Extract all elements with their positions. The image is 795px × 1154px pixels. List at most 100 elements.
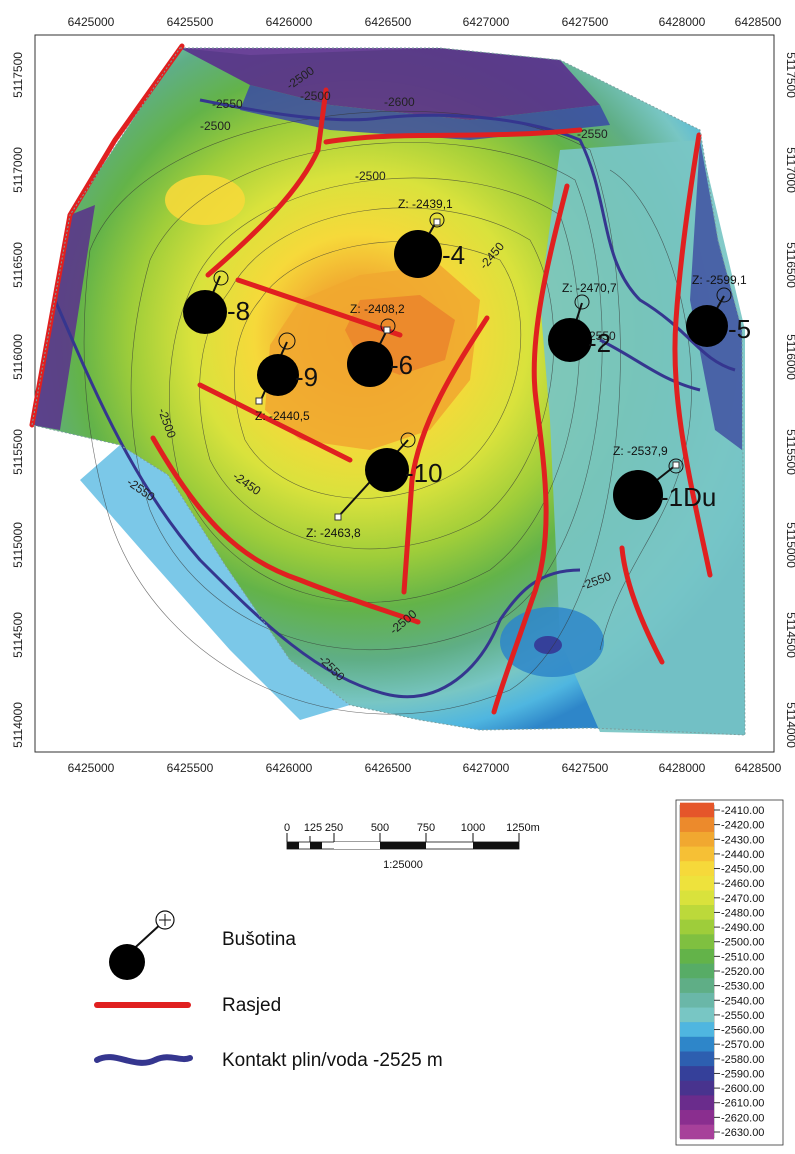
contact-line-east xyxy=(599,338,701,392)
y-tick-label: 5116500 xyxy=(784,242,795,288)
well-z-label: Z: -2599,1 xyxy=(692,273,747,287)
southeast-low-core xyxy=(534,636,562,654)
well-top-icon xyxy=(213,270,229,286)
y-tick-label: 5114500 xyxy=(11,612,25,658)
scale-tick-label: 0 xyxy=(284,822,290,834)
fault-central-east xyxy=(401,315,490,595)
contour-label: -2550 xyxy=(212,97,243,111)
well-9[interactable]: -9 Z: -2440,5 xyxy=(255,332,318,423)
well-label: -10 xyxy=(405,458,443,488)
colorbar-swatch xyxy=(680,905,714,920)
fault-west xyxy=(29,43,185,428)
well-top-icon xyxy=(278,332,296,350)
x-tick-label: 6427500 xyxy=(562,761,609,775)
colorbar-swatch xyxy=(680,890,714,906)
east-deep-zone xyxy=(690,140,742,450)
northwest-high xyxy=(165,175,245,225)
southwest-fringe xyxy=(80,445,350,720)
y-tick-label: 5116000 xyxy=(784,334,795,380)
y-tick-label: 5116000 xyxy=(11,334,25,380)
fault-northwest xyxy=(205,87,329,278)
y-tick-label: 5117000 xyxy=(784,147,795,193)
legend-well: Bušotina xyxy=(109,910,296,980)
colorbar-label: -2580.00 xyxy=(721,1054,764,1066)
colorbar-label: -2510.00 xyxy=(721,951,764,963)
colorbar-swatch xyxy=(680,1051,714,1067)
fault-southeast xyxy=(619,545,665,665)
well-z-label: Z: -2408,2 xyxy=(350,302,405,316)
y-tick-label: 5116500 xyxy=(11,242,25,288)
colorbar-label: -2560.00 xyxy=(721,1025,764,1037)
well-label: -2 xyxy=(588,328,611,358)
well-10[interactable]: -10 Z: -2463,8 xyxy=(306,432,443,540)
scale-tick-label: 750 xyxy=(417,822,435,834)
fault-lines xyxy=(29,43,713,715)
colorbar-label: -2460.00 xyxy=(721,878,764,890)
x-tick-label: 6425500 xyxy=(167,761,214,775)
fault-far-east xyxy=(672,132,713,578)
legend-well-label: Bušotina xyxy=(222,929,296,950)
well-top-icon xyxy=(668,458,684,474)
fault-north xyxy=(323,127,583,145)
well-1du[interactable]: -1Du Z: -2537,9 xyxy=(613,444,716,520)
well-marker xyxy=(365,448,409,492)
scale-segment xyxy=(380,842,426,849)
well-4[interactable]: -4 Z: -2439,1 xyxy=(394,197,465,278)
colorbar-labels: -2410.00 -2420.00 -2430.00 -2440.00 -2450.00… xyxy=(680,802,764,1140)
x-axis-top: 6425000 6425500 6426000 6426500 6427000 … xyxy=(68,15,782,29)
colorbar-label: -2540.00 xyxy=(721,995,764,1007)
well-marker xyxy=(548,318,592,362)
colorbar-label: -2610.00 xyxy=(721,1098,764,1110)
well-symbol xyxy=(109,944,145,980)
scale-bar: 0 125 250 500 750 1000 1250m 1:25000 xyxy=(284,822,540,871)
colorbar-swatch xyxy=(680,1095,714,1111)
colorbar-label: -2630.00 xyxy=(721,1127,764,1139)
colorbar-swatch xyxy=(680,949,714,964)
x-tick-label: 6425000 xyxy=(68,15,115,29)
well-6[interactable]: -6 Z: -2408,2 xyxy=(347,302,413,387)
colorbar-swatch xyxy=(680,992,714,1008)
colorbar-label: -2520.00 xyxy=(721,966,764,978)
x-tick-label: 6427000 xyxy=(463,761,510,775)
x-tick-label: 6425000 xyxy=(68,761,115,775)
contour-label: -2600 xyxy=(384,95,415,109)
well-label: -1Du xyxy=(660,482,716,512)
legend-fault-label: Rasjed xyxy=(222,995,281,1016)
x-tick-label: 6428000 xyxy=(659,761,706,775)
colorbar-label: -2550.00 xyxy=(721,1010,764,1022)
scale-segment xyxy=(287,842,299,849)
colorbar-swatch xyxy=(680,978,714,993)
colorbar-swatch xyxy=(680,875,714,891)
scale-tick-label: 1250m xyxy=(506,822,540,834)
colorbar-label: -2480.00 xyxy=(721,907,764,919)
well-marker xyxy=(394,230,442,278)
well-bottom-marker xyxy=(383,326,391,334)
x-tick-label: 6426500 xyxy=(365,761,412,775)
y-tick-label: 5115000 xyxy=(11,522,25,568)
well-marker xyxy=(183,290,227,334)
well-2[interactable]: -2 Z: -2470,7 xyxy=(548,281,617,362)
contour-label: -2550 xyxy=(577,127,608,141)
colorbar-swatch xyxy=(680,1124,714,1140)
scale-segment xyxy=(310,842,322,849)
y-tick-label: 5115500 xyxy=(784,429,795,475)
well-bottom-marker xyxy=(334,513,342,521)
x-tick-label: 6426000 xyxy=(266,15,313,29)
north-deep-zone xyxy=(180,48,600,120)
fault-east-main xyxy=(491,183,570,715)
colorbar-label: -2470.00 xyxy=(721,893,764,905)
well-5[interactable]: -5 Z: -2599,1 xyxy=(686,273,751,347)
x-tick-label: 6427500 xyxy=(562,15,609,29)
legend: Bušotina Rasjed Kontakt plin/voda -2525 … xyxy=(94,910,443,1071)
x-tick-label: 6428500 xyxy=(735,15,782,29)
x-axis-bottom: 6425000 6425500 6426000 6426500 6427000 … xyxy=(68,761,782,775)
well-bottom-marker xyxy=(255,397,263,405)
well-top-icon xyxy=(400,432,416,448)
colorbar-label: -2410.00 xyxy=(721,805,764,817)
y-tick-label: 5114500 xyxy=(784,612,795,658)
legend-contact: Kontakt plin/voda -2525 m xyxy=(94,1050,443,1071)
well-8[interactable]: -8 xyxy=(183,270,250,334)
well-marker xyxy=(347,341,393,387)
colorbar-swatch xyxy=(680,1110,714,1125)
legend-contact-label: Kontakt plin/voda -2525 m xyxy=(222,1050,443,1071)
